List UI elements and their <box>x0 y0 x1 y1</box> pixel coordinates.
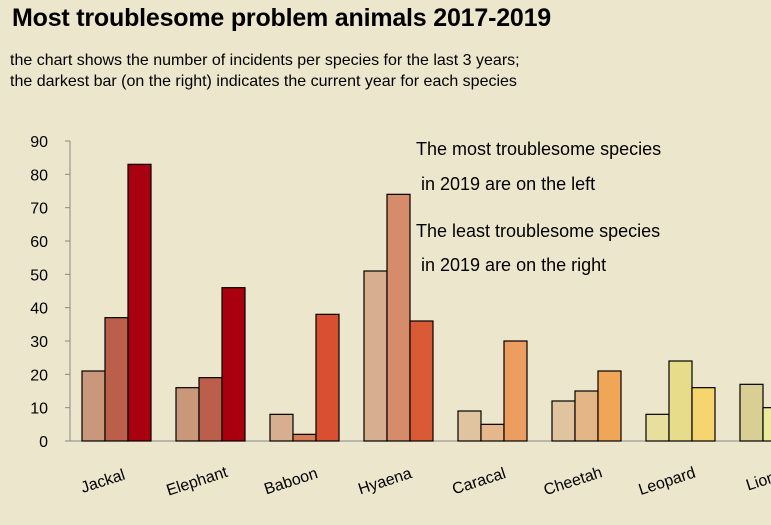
bar-caracal-series-1 <box>457 410 482 442</box>
bar-hyaena-series-2 <box>386 193 411 442</box>
bar-leopard-series-1 <box>645 413 670 442</box>
x-tick-label: Leopard <box>637 465 698 499</box>
bar-elephant-series-2 <box>198 377 223 442</box>
x-tick-label: Caracal <box>450 465 508 498</box>
bars <box>81 163 771 442</box>
y-tick-label: 10 <box>30 401 48 418</box>
axes: 0 10 20 30 40 50 60 70 80 90 <box>30 134 771 451</box>
annotation-line-3: The least troublesome species <box>416 221 660 241</box>
bar-hyaena-series-3 <box>409 320 434 442</box>
subtitle-line-2: the darkest bar (on the right) indicates… <box>10 73 517 90</box>
y-tick-label: 80 <box>30 167 48 184</box>
bar-baboon-series-2 <box>292 433 317 442</box>
bar-leopard-series-2 <box>668 360 693 442</box>
chart-title: Most troublesome problem animals 2017-20… <box>12 4 552 32</box>
x-tick-labels: Jackal Elephant Baboon Hyaena Caracal Cheetah… <box>79 464 771 500</box>
bar-caracal-series-2 <box>480 423 505 442</box>
bar-elephant-series-1 <box>175 387 200 442</box>
y-tick-label: 0 <box>39 434 48 451</box>
bar-jackal-series-2 <box>104 317 129 442</box>
bar-elephant-series-3 <box>221 287 246 442</box>
y-tick-label: 70 <box>30 201 48 218</box>
y-tick-label: 20 <box>30 367 48 384</box>
annotation-line-4: in 2019 are on the right <box>416 255 606 275</box>
y-tick-label: 40 <box>30 301 48 318</box>
bar-baboon-series-3 <box>315 313 340 442</box>
bar-caracal-series-3 <box>503 340 528 442</box>
x-tick-label: Elephant <box>164 464 230 500</box>
subtitle-line-1: the chart shows the number of incidents … <box>10 52 520 69</box>
annotation-line-2: in 2019 are on the left <box>416 174 595 194</box>
y-tick-label: 60 <box>30 234 48 251</box>
bar-leopard-series-3 <box>691 387 716 442</box>
bar-cheetah-series-2 <box>574 390 599 442</box>
annotation-line-1: The most troublesome species <box>416 139 661 159</box>
x-tick-label: Cheetah <box>542 464 605 499</box>
bar-cheetah-series-1 <box>551 400 576 442</box>
x-tick-label: Lion <box>744 469 771 495</box>
bar-cheetah-series-3 <box>597 370 622 442</box>
bar-lion-series-1 <box>739 383 764 442</box>
bar-baboon-series-1 <box>269 413 294 442</box>
y-tick-label: 50 <box>30 267 48 284</box>
bar-jackal-series-1 <box>81 370 106 442</box>
bar-lion-series-2 <box>762 407 771 442</box>
y-tick-label: 30 <box>30 334 48 351</box>
bar-hyaena-series-1 <box>363 270 388 442</box>
y-tick-label: 90 <box>30 134 48 151</box>
x-tick-label: Hyaena <box>356 465 414 498</box>
x-tick-label: Jackal <box>79 467 127 497</box>
x-tick-label: Baboon <box>262 465 320 498</box>
bar-jackal-series-3 <box>127 163 152 442</box>
